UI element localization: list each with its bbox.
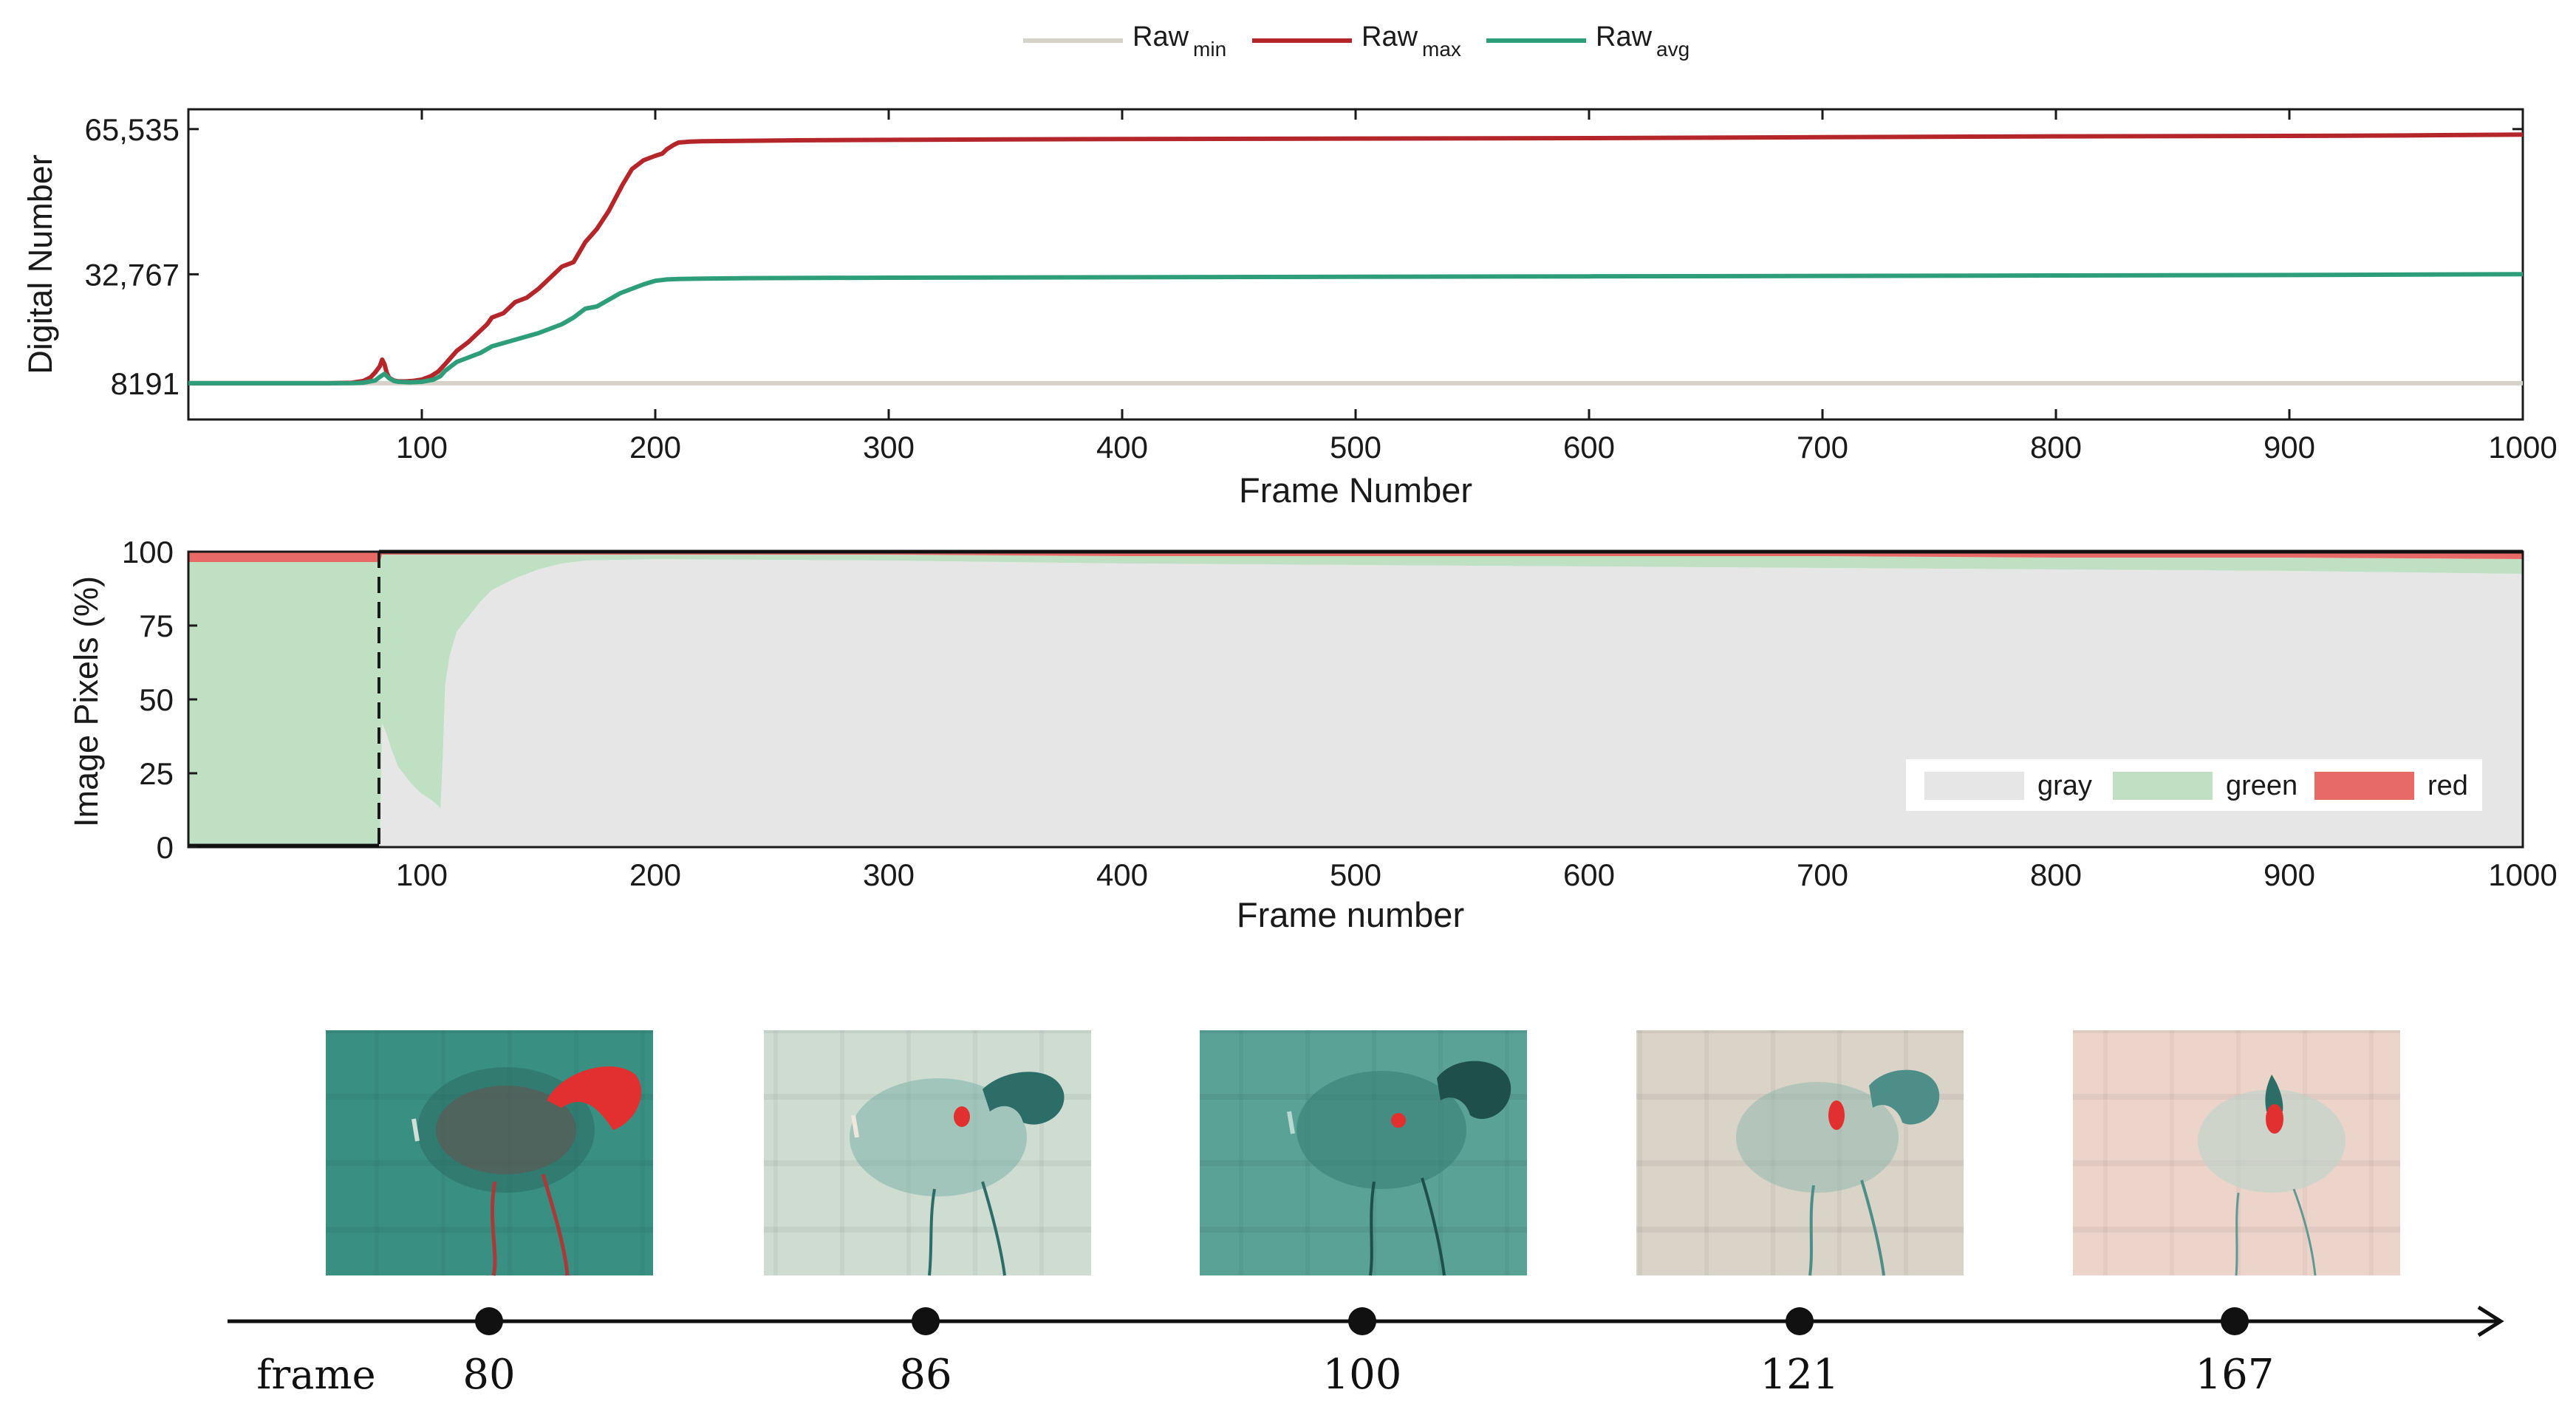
- x-tick-label: 700: [1797, 430, 1848, 465]
- x-tick-label: 400: [1096, 430, 1148, 465]
- x-tick-label: 500: [1330, 430, 1381, 465]
- axis-ticks: 100 200 300 400 500 600 700 800 900 1000 0 25 50 75 10…: [122, 535, 2558, 892]
- area-green: [188, 555, 2523, 847]
- timeline-dot: [912, 1307, 940, 1335]
- y-tick-label: 32,767: [85, 257, 180, 292]
- y-axis-label: Digital Number: [21, 154, 59, 374]
- timeline-marks: 80 86 100 121 167: [462, 1307, 2274, 1399]
- x-tick-label: 900: [2264, 430, 2315, 465]
- frame-number-label: 167: [2196, 1351, 2275, 1399]
- x-tick-label: 300: [863, 857, 915, 892]
- y-tick-label: 0: [157, 830, 174, 865]
- x-tick-label: 100: [396, 857, 448, 892]
- timeline-dot: [475, 1307, 503, 1335]
- x-tick-label: 600: [1563, 430, 1615, 465]
- legend-label: green: [2226, 770, 2297, 801]
- x-tick-label: 300: [863, 430, 915, 465]
- x-tick-label: 100: [396, 430, 448, 465]
- frame-number-label: 80: [462, 1351, 515, 1399]
- y-tick-label: 8191: [111, 366, 180, 401]
- legend-swatch: [1924, 772, 2024, 800]
- y-tick-label: 65,535: [85, 112, 180, 147]
- series-line-max: [188, 132, 2524, 386]
- x-tick-label: 200: [629, 857, 681, 892]
- timeline-dot: [1786, 1307, 1814, 1335]
- x-tick-label: 200: [629, 430, 681, 465]
- x-tick-label: 1000: [2488, 430, 2557, 465]
- frame-number-label: 100: [1323, 1351, 1402, 1399]
- image-pixels-chart: 100 200 300 400 500 600 700 800 900 1000 0 25 50 75 10…: [67, 535, 2558, 934]
- arrow-head-icon: [2477, 1305, 2504, 1337]
- x-tick-label: 900: [2264, 857, 2315, 892]
- frame-thumbnail: [2073, 1030, 2400, 1276]
- y-tick-label: 75: [139, 609, 174, 643]
- digital-number-chart: Raw min Raw max Raw avg 100 200 300 400 500 600 700…: [21, 21, 2558, 510]
- frame-thumbnail: [326, 1030, 653, 1276]
- frame-timeline: frame 80 86 100 121 167: [228, 1305, 2504, 1399]
- frame-thumbnail: [1636, 1030, 1964, 1276]
- legend-label: Raw avg: [1596, 21, 1690, 61]
- legend-label: Raw max: [1362, 21, 1461, 61]
- timeline-dot: [1348, 1307, 1376, 1335]
- series-lines: [188, 132, 2524, 386]
- y-tick-label: 100: [122, 535, 174, 569]
- frame-number-label: 121: [1760, 1351, 1839, 1399]
- y-axis-label: Image Pixels (%): [67, 576, 105, 827]
- frame-thumbnail: [1200, 1030, 1527, 1276]
- timeline-label: frame: [256, 1352, 375, 1398]
- frame-thumbnail: [764, 1030, 1091, 1276]
- area-red: [188, 552, 2523, 562]
- x-tick-label: 600: [1563, 857, 1615, 892]
- y-tick-label: 25: [139, 756, 174, 791]
- x-tick-label: 800: [2030, 430, 2082, 465]
- chart-legend: gray green red: [1906, 759, 2482, 811]
- x-axis-label: Frame Number: [1239, 470, 1472, 510]
- legend-label: gray: [2037, 770, 2092, 801]
- axis-ticks: 100 200 300 400 500 600 700 800 900 1000 8191 32,76…: [85, 109, 2558, 465]
- chart-legend: Raw min Raw max Raw avg: [1023, 21, 1690, 61]
- x-tick-label: 500: [1330, 857, 1381, 892]
- frame-number-label: 86: [899, 1351, 952, 1399]
- x-tick-label: 400: [1096, 857, 1148, 892]
- plot-frame: [187, 108, 2524, 421]
- legend-label: red: [2428, 770, 2468, 801]
- x-tick-label: 700: [1797, 857, 1848, 892]
- series-line-avg: [188, 272, 2524, 386]
- x-tick-label: 1000: [2488, 857, 2557, 892]
- legend-label: Raw min: [1132, 21, 1226, 61]
- legend-swatch: [2113, 772, 2213, 800]
- legend-swatch: [2314, 772, 2414, 800]
- frame-thumbnails: [326, 1030, 2400, 1276]
- x-axis-label: Frame number: [1237, 895, 1464, 934]
- timeline-dot: [2221, 1307, 2249, 1335]
- y-tick-label: 50: [139, 682, 174, 717]
- x-tick-label: 800: [2030, 857, 2082, 892]
